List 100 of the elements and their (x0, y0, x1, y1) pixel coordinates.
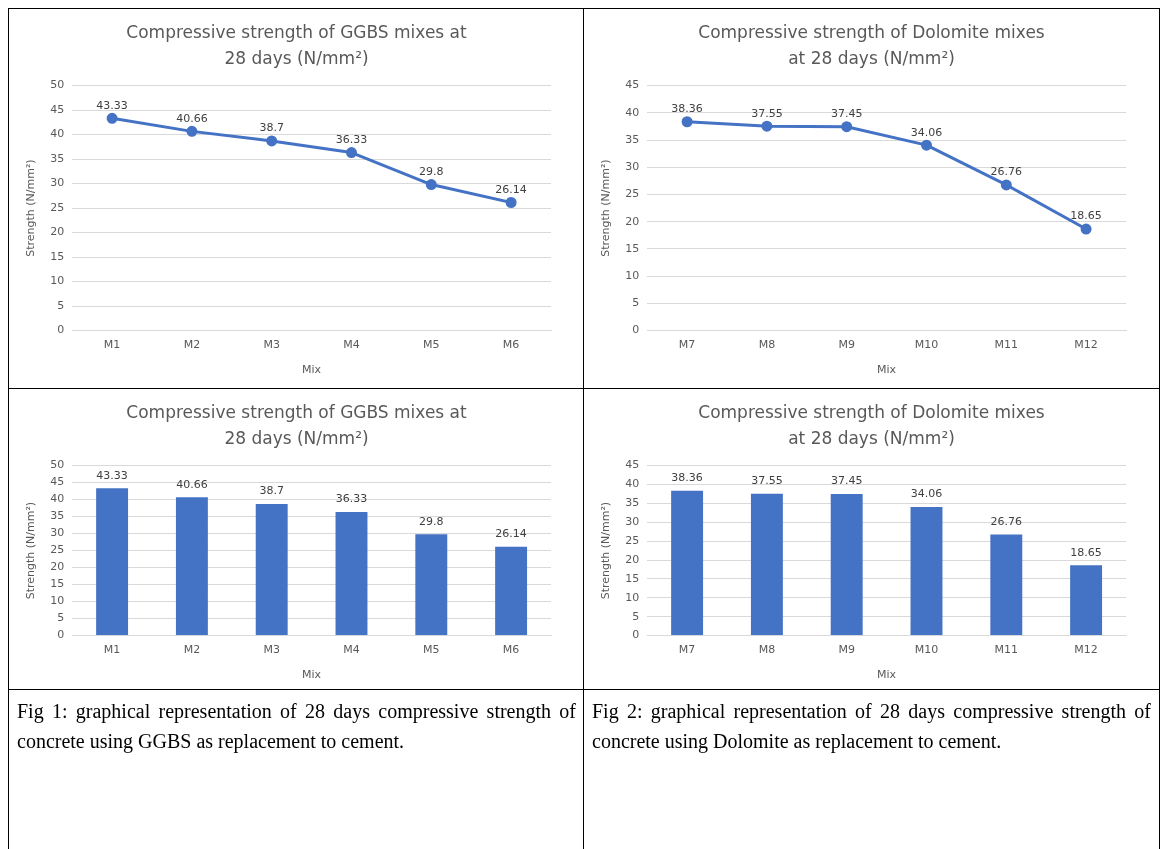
y-tick-label: 0 (57, 628, 65, 642)
x-tick-label: M12 (1074, 643, 1098, 657)
x-tick-label: M12 (1074, 338, 1098, 352)
data-label: 36.33 (335, 492, 368, 506)
y-tick-label: 30 (50, 176, 65, 190)
data-label: 26.76 (990, 514, 1023, 528)
x-tick-label: M4 (343, 338, 360, 352)
y-tick-label: 25 (625, 187, 640, 201)
y-tick-label: 30 (625, 515, 640, 529)
data-label: 26.14 (495, 182, 527, 196)
y-tick-label: 35 (50, 509, 65, 523)
data-label: 37.55 (751, 106, 783, 120)
y-tick-label: 30 (50, 526, 65, 540)
chart-title: Compressive strength of Dolomite mixes at 28 days (N/mm²) (697, 401, 1046, 450)
data-label: 34.06 (910, 125, 943, 139)
x-tick-label: M10 (914, 643, 939, 657)
y-tick-label: 35 (625, 132, 640, 146)
y-tick-label: 5 (57, 611, 65, 625)
y-tick-label: 5 (632, 296, 640, 310)
chart-title: Compressive strength of Dolomite mixes at 28 days (N/mm²) (697, 21, 1046, 70)
data-label: 29.8 (419, 514, 444, 528)
y-tick-label: 40 (50, 127, 65, 141)
data-label: 26.76 (990, 165, 1023, 179)
y-tick-label: 25 (625, 534, 640, 548)
x-tick-label: M10 (914, 338, 939, 352)
data-label: 29.8 (419, 164, 444, 178)
data-label: 38.7 (259, 121, 284, 135)
y-tick-label: 50 (50, 78, 65, 92)
x-axis-title: Mix (302, 363, 322, 377)
y-axis-title: Strength (N/mm²) (599, 501, 613, 600)
y-axis-title: Strength (N/mm²) (599, 159, 613, 257)
data-label: 18.65 (1070, 209, 1102, 223)
y-tick-label: 35 (50, 151, 65, 165)
x-tick-label: M6 (502, 338, 520, 352)
x-tick-label: M5 (423, 643, 440, 657)
x-axis-title: Mix (302, 668, 322, 682)
data-label: 37.45 (830, 107, 863, 121)
y-tick-label: 25 (50, 543, 65, 557)
y-tick-label: 10 (625, 590, 640, 604)
data-label: 38.36 (671, 471, 703, 485)
x-tick-label: M8 (758, 338, 776, 352)
x-tick-label: M3 (263, 643, 280, 657)
x-tick-label: M3 (263, 338, 280, 352)
y-tick-label: 10 (50, 594, 65, 608)
data-label: 37.45 (830, 474, 863, 488)
data-label: 43.33 (96, 98, 128, 112)
y-tick-label: 40 (50, 492, 65, 506)
data-label: 40.66 (176, 111, 208, 125)
x-tick-label: M7 (678, 338, 696, 352)
y-tick-label: 0 (632, 628, 640, 642)
x-tick-label: M5 (423, 338, 440, 352)
y-tick-label: 45 (50, 475, 65, 489)
y-tick-label: 5 (632, 609, 640, 623)
y-tick-label: 20 (625, 214, 640, 228)
y-tick-label: 45 (50, 102, 65, 116)
data-label: 38.36 (671, 102, 703, 116)
data-label: 36.33 (335, 132, 368, 146)
y-tick-label: 15 (50, 249, 65, 263)
data-label: 43.33 (96, 468, 128, 482)
y-tick-label: 15 (625, 571, 640, 585)
x-tick-label: M7 (678, 643, 696, 657)
data-label: 37.55 (751, 474, 783, 488)
x-axis-title: Mix (877, 668, 897, 682)
data-label: 26.14 (495, 527, 527, 541)
y-tick-label: 45 (625, 458, 640, 472)
data-label: 34.06 (910, 487, 943, 501)
y-axis-title: Strength (N/mm²) (24, 501, 38, 600)
chart-title: Compressive strength of GGBS mixes at 28 days (N/mm²) (125, 401, 468, 450)
y-tick-label: 20 (50, 560, 65, 574)
y-tick-label: 40 (625, 105, 640, 119)
x-tick-label: M2 (183, 643, 201, 657)
y-tick-label: 15 (50, 577, 65, 591)
x-tick-label: M9 (838, 338, 855, 352)
x-tick-label: M1 (103, 338, 121, 352)
x-tick-label: M6 (502, 643, 520, 657)
x-tick-label: M4 (343, 643, 360, 657)
y-tick-label: 20 (625, 552, 640, 566)
data-label: 18.65 (1070, 545, 1102, 559)
y-tick-label: 45 (625, 78, 640, 92)
y-tick-label: 0 (57, 323, 65, 337)
y-tick-label: 25 (50, 200, 65, 214)
data-label: 38.7 (259, 484, 284, 498)
data-label: 40.66 (176, 477, 208, 491)
y-tick-label: 5 (57, 298, 65, 312)
x-axis-title: Mix (877, 363, 897, 377)
y-tick-label: 20 (50, 225, 65, 239)
y-tick-label: 10 (625, 269, 640, 283)
x-tick-label: M11 (994, 338, 1019, 352)
x-tick-label: M8 (758, 643, 776, 657)
x-tick-label: M11 (994, 643, 1019, 657)
caption: Fig 2: graphical representation of 28 days compressive strength of concrete using Dolomite as replacement to cement. (584, 689, 1159, 849)
y-axis-title: Strength (N/mm²) (24, 159, 38, 257)
y-tick-label: 35 (625, 496, 640, 510)
y-tick-label: 50 (50, 458, 65, 472)
y-tick-label: 15 (625, 241, 640, 255)
x-tick-label: M9 (838, 643, 855, 657)
y-tick-label: 40 (625, 477, 640, 491)
x-tick-label: M2 (183, 338, 201, 352)
y-tick-label: 10 (50, 274, 65, 288)
x-tick-label: M1 (103, 643, 121, 657)
